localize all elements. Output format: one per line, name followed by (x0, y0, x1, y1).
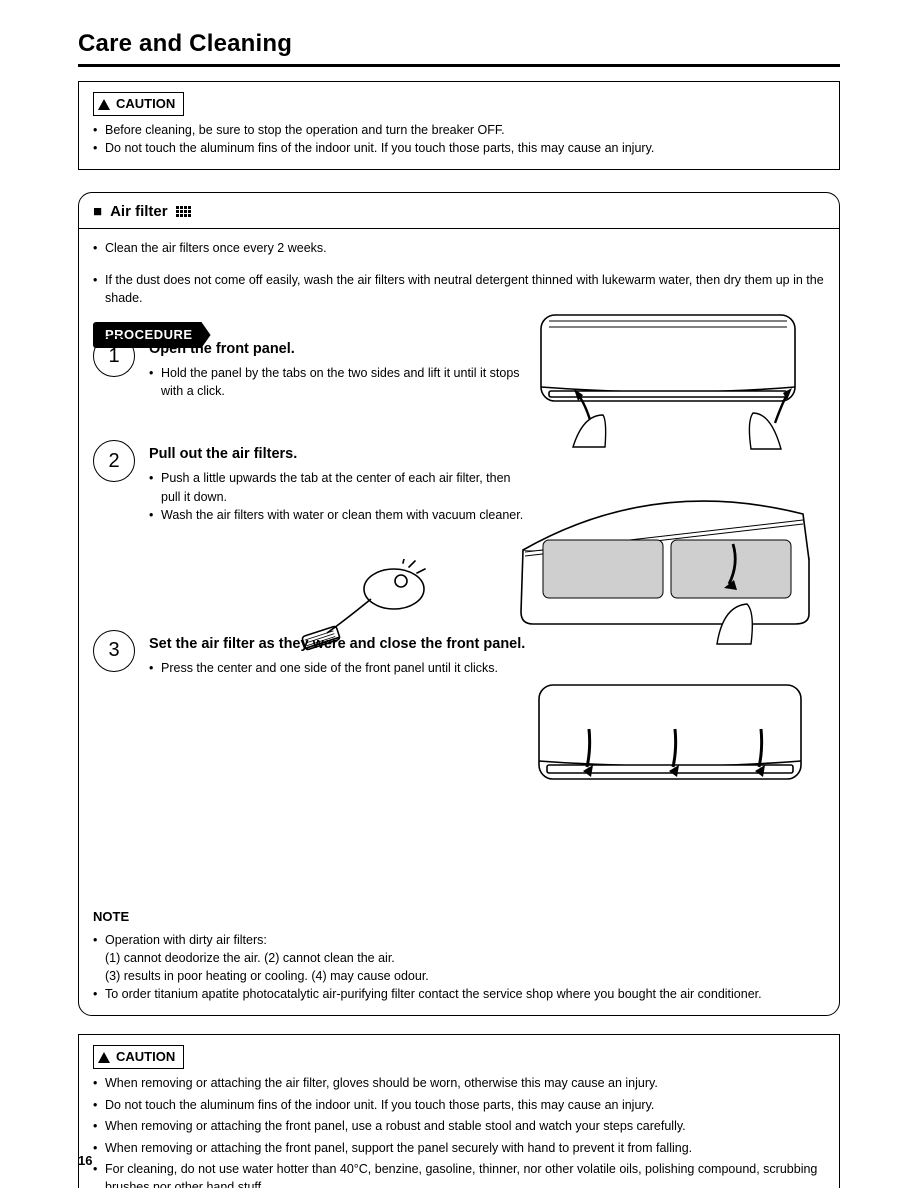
step-bullet: Hold the panel by the tabs on the two si… (149, 364, 533, 400)
caution-bullet: Before cleaning, be sure to stop the ope… (93, 122, 825, 140)
step-number: 3 (93, 630, 135, 672)
caution-bullet: Do not touch the aluminum fins of the in… (93, 140, 825, 158)
warning-triangle-icon (98, 99, 110, 110)
block-title: Air filter (110, 203, 168, 220)
content-area: Care and Cleaning CAUTION Before cleanin… (78, 30, 840, 1188)
note-subline: (3) results in poor heating or cooling. … (93, 967, 793, 985)
steps-container: 1 Open the front panel. Hold the panel b… (93, 339, 533, 717)
step-number: 2 (93, 440, 135, 482)
caution-bullet: Do not touch the aluminum fins of the in… (93, 1097, 825, 1115)
open-panel-illustration (525, 297, 825, 457)
block-body: Clean the air filters once every 2 weeks… (79, 229, 839, 1015)
air-filter-icon (176, 206, 191, 217)
step-2: 2 Pull out the air filters. Push a littl… (93, 444, 533, 523)
remove-filter-illustration (503, 464, 833, 654)
step-title: Open the front panel. (149, 339, 533, 360)
caution-bullet: When removing or attaching the front pan… (93, 1118, 825, 1136)
filter-instructions-block: ■ Air filter Clean the air filters once … (78, 192, 840, 1016)
caution-bullet: When removing or attaching the front pan… (93, 1140, 825, 1158)
step-number: 1 (93, 335, 135, 377)
step-1: 1 Open the front panel. Hold the panel b… (93, 339, 533, 400)
block-header: ■ Air filter (79, 193, 839, 229)
intro-bullet: Clean the air filters once every 2 weeks… (93, 239, 825, 257)
step-bullet: Press the center and one side of the fro… (149, 659, 533, 677)
note-label: NOTE (93, 908, 793, 927)
caution-bullet: When removing or attaching the air filte… (93, 1075, 825, 1093)
filter-header-prefix: ■ (93, 203, 102, 220)
note-bullet: To order titanium apatite photocatalytic… (93, 985, 793, 1003)
caution-bottom-box: CAUTION When removing or attaching the a… (78, 1034, 840, 1188)
step-bullet: Push a little upwards the tab at the cen… (149, 469, 533, 505)
caution-label-text: CAUTION (116, 1048, 175, 1066)
step-title: Pull out the air filters. (149, 444, 533, 465)
page-number: 16 (78, 1153, 92, 1168)
close-panel-illustration (525, 661, 825, 821)
caution-bullet: For cleaning, do not use water hotter th… (93, 1161, 825, 1188)
warning-triangle-icon (98, 1052, 110, 1063)
caution-label: CAUTION (93, 92, 184, 116)
caution-top-box: CAUTION Before cleaning, be sure to stop… (78, 81, 840, 170)
note-block: NOTE Operation with dirty air filters: (… (93, 908, 793, 1003)
title-rule (78, 64, 840, 67)
step-bullet: Wash the air filters with water or clean… (149, 506, 533, 524)
vacuum-illustration (289, 559, 439, 659)
note-subline: (1) cannot deodorize the air. (2) cannot… (93, 949, 793, 967)
caution-label: CAUTION (93, 1045, 184, 1069)
page-title: Care and Cleaning (78, 30, 840, 58)
note-bullet: Operation with dirty air filters: (93, 931, 793, 949)
caution-label-text: CAUTION (116, 95, 175, 113)
